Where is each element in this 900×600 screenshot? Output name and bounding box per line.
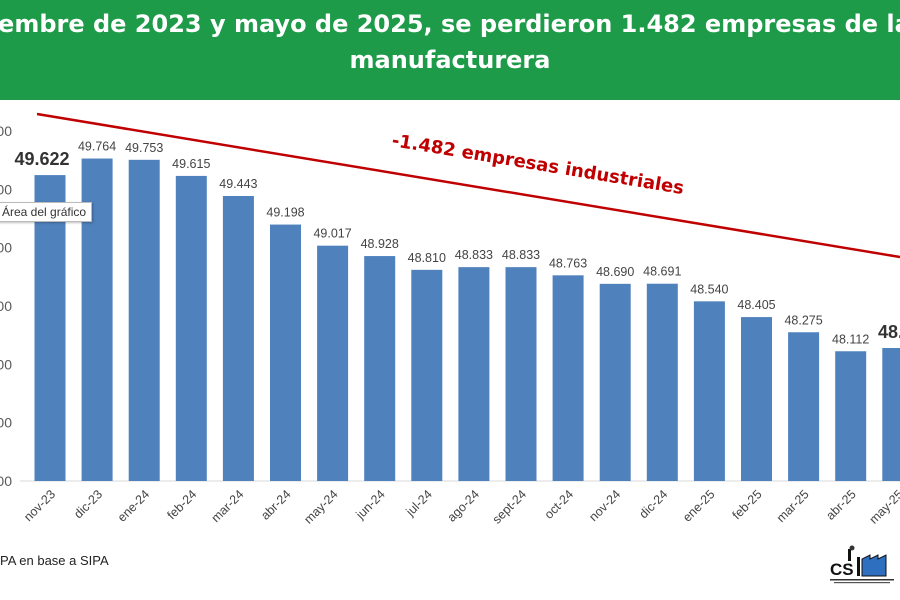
data-label: 49.764 xyxy=(78,140,116,154)
bar-abr-25[interactable] xyxy=(835,351,867,481)
bar-ene-25[interactable] xyxy=(693,301,725,481)
source-note: PA en base a SIPA xyxy=(0,553,109,568)
bar-dic-24[interactable] xyxy=(646,283,678,481)
bar-mar-24[interactable] xyxy=(222,195,254,481)
bar-sept-24[interactable] xyxy=(505,267,537,481)
bar-ene-24[interactable] xyxy=(128,159,160,482)
x-tick-label: ene-24 xyxy=(115,487,152,524)
y-tick-label: 49.500 xyxy=(0,181,12,197)
x-tick-label: ene-25 xyxy=(680,487,717,524)
x-tick-label: dic-24 xyxy=(636,487,670,521)
x-tick-label: mar-24 xyxy=(209,487,247,525)
y-tick-label: 49.000 xyxy=(0,240,12,256)
bar-jun-24[interactable] xyxy=(364,256,396,481)
data-label: 48.810 xyxy=(408,251,446,265)
x-tick-label: nov-23 xyxy=(21,487,58,524)
x-tick-label: dic-23 xyxy=(71,487,105,521)
data-label: 48.833 xyxy=(455,248,493,262)
data-label: 49.615 xyxy=(172,157,210,171)
x-tick-label: may-25 xyxy=(867,487,900,526)
x-tick-label: nov-24 xyxy=(586,487,623,524)
chart-area-tooltip: Área del gráfico xyxy=(0,202,93,222)
svg-text:CS: CS xyxy=(830,560,854,579)
x-tick-label: sept-24 xyxy=(490,487,529,526)
data-label: 48.690 xyxy=(596,265,634,279)
y-tick-label: 48.000 xyxy=(0,356,12,372)
x-tick-label: feb-24 xyxy=(164,487,199,522)
data-label: 48.405 xyxy=(737,298,775,312)
y-tick-label: 48.500 xyxy=(0,298,12,314)
x-tick-label: mar-25 xyxy=(774,487,812,525)
x-tick-label: abr-24 xyxy=(258,487,293,522)
x-tick-label: oct-24 xyxy=(542,487,576,521)
x-tick-label: jun-24 xyxy=(353,487,388,522)
bar-jul-24[interactable] xyxy=(411,269,443,481)
x-tick-label: jul-24 xyxy=(403,487,435,519)
data-label: 48.540 xyxy=(690,282,728,296)
bar-feb-24[interactable] xyxy=(175,175,207,481)
data-label: 48.140 xyxy=(878,322,900,342)
bar-may-25[interactable] xyxy=(882,348,900,481)
data-label: 49.443 xyxy=(219,177,257,191)
x-tick-label: may-24 xyxy=(301,487,340,526)
bar-chart[interactable]: 47.000 47.500 48.000 48.500 49.000 49.500 50.0… xyxy=(0,100,900,550)
data-label: 48.928 xyxy=(361,237,399,251)
y-tick-label: 47.500 xyxy=(0,415,12,431)
x-tick-label: abr-25 xyxy=(823,487,858,522)
data-label: 48.763 xyxy=(549,256,587,270)
data-label: 49.622 xyxy=(14,149,69,169)
bar-ago-24[interactable] xyxy=(458,267,490,481)
x-tick-label: feb-25 xyxy=(730,487,765,522)
bar-oct-24[interactable] xyxy=(552,275,584,481)
trend-line xyxy=(36,112,900,259)
page-title: Entre noviembre de 2023 y mayo de 2025, … xyxy=(0,10,900,74)
x-tick-label: ago-24 xyxy=(445,487,482,524)
title-banner: Entre noviembre de 2023 y mayo de 2025, … xyxy=(0,0,900,100)
data-label: 48.691 xyxy=(643,265,681,279)
bar-may-24[interactable] xyxy=(317,245,349,481)
bar-nov-24[interactable] xyxy=(599,283,631,481)
bar-abr-24[interactable] xyxy=(270,224,301,482)
data-label: 48.833 xyxy=(502,248,540,262)
trend-annotation: -1.482 empresas industriales xyxy=(390,130,685,199)
data-label: 49.198 xyxy=(266,206,304,220)
csiaa-logo: CS xyxy=(830,545,894,584)
data-label: 48.112 xyxy=(832,332,869,346)
bar-feb-25[interactable] xyxy=(741,317,772,481)
y-tick-label: 50.000 xyxy=(0,123,12,139)
data-label: 49.017 xyxy=(313,227,351,241)
y-tick-label: 47.000 xyxy=(0,473,12,489)
bar-nov-23[interactable] xyxy=(34,175,66,481)
bar-mar-25[interactable] xyxy=(788,332,820,481)
data-label: 49.753 xyxy=(125,141,163,155)
data-label: 48.275 xyxy=(784,313,822,327)
